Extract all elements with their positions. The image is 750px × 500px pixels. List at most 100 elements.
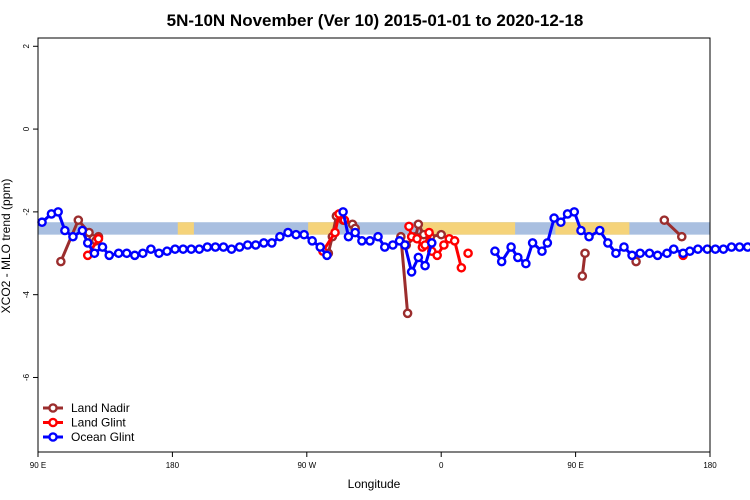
legend-land-nadir-marker: [48, 403, 58, 413]
legend-land-nadir-label: Land Nadir: [71, 401, 130, 415]
legend-ocean-glint-marker: [48, 432, 58, 442]
ocean-glint-point: [379, 242, 390, 252]
land-nadir-point: [73, 215, 84, 225]
land-nadir-point: [676, 231, 687, 242]
land-nadir-point: [577, 271, 588, 281]
x-tick-label: 180: [703, 461, 717, 470]
ocean-glint-point: [299, 229, 309, 240]
x-tick-label: 0: [439, 461, 444, 470]
legend-land-glint-label: Land Glint: [71, 416, 126, 430]
x-axis-label: Longitude: [348, 477, 401, 491]
land-band-segment: [422, 222, 516, 235]
land-nadir-point: [580, 248, 590, 259]
ocean-band: [38, 222, 710, 235]
land-glint-point: [432, 250, 442, 261]
ocean-glint-point: [250, 240, 261, 250]
legend-land-glint-marker: [48, 417, 58, 428]
ocean-glint-point: [685, 246, 695, 257]
ocean-glint-point: [594, 225, 605, 236]
ocean-glint-point: [420, 260, 430, 271]
ocean-glint-point: [68, 231, 78, 242]
land-glint-point: [463, 248, 473, 259]
ocean-glint-point: [527, 238, 538, 248]
ocean-glint-point: [129, 250, 140, 261]
ocean-glint-point: [490, 246, 500, 257]
ocean-glint-point: [652, 250, 663, 261]
ocean-glint-point: [549, 213, 559, 223]
ocean-glint-point: [556, 217, 566, 228]
land-band-segment: [177, 222, 194, 235]
ocean-glint-point: [186, 244, 197, 254]
ocean-glint-point: [635, 248, 645, 259]
legend-ocean-glint-label: Ocean Glint: [71, 430, 135, 444]
land-band-segment: [555, 222, 630, 235]
ocean-glint-point: [413, 252, 424, 263]
x-tick-label: 90 W: [297, 461, 316, 470]
ocean-glint-point: [627, 250, 637, 261]
ocean-glint-point: [710, 244, 721, 254]
ocean-glint-point: [693, 244, 703, 254]
ocean-glint-point: [662, 248, 672, 259]
ocean-glint-point: [258, 238, 269, 248]
ocean-glint-point: [162, 246, 172, 257]
land-glint-point: [412, 233, 422, 244]
y-axis: 2 0 -2 -4 -6: [22, 44, 38, 381]
land-nadir-point: [56, 256, 66, 267]
ocean-glint-point: [644, 248, 655, 259]
ocean-glint-point: [113, 248, 124, 259]
series-group: [37, 207, 750, 319]
x-tick-label: 90 E: [30, 461, 46, 470]
ocean-glint-point: [619, 242, 629, 252]
ocean-glint-point: [275, 231, 285, 242]
ocean-glint-point: [267, 238, 277, 248]
land-nadir-point: [402, 308, 413, 319]
chart-title: 5N-10N November (Ver 10) 2015-01-01 to 2…: [167, 11, 584, 30]
ocean-glint-point: [357, 236, 367, 246]
ocean-glint-point: [726, 242, 737, 252]
land-glint-point: [439, 240, 449, 250]
ocean-glint-point: [513, 252, 523, 263]
ocean-glint-point: [97, 242, 108, 252]
y-tick-label: -2: [22, 208, 31, 216]
ocean-glint-point: [338, 207, 348, 217]
ocean-glint-point: [154, 248, 164, 259]
ocean-glint-point: [542, 238, 553, 248]
ocean-glint-point: [742, 242, 750, 252]
ocean-glint-point: [611, 248, 621, 259]
land-glint-point: [449, 236, 460, 246]
ocean-glint-point: [584, 231, 594, 242]
ocean-glint-point: [350, 227, 360, 238]
land-glint-point: [404, 221, 414, 232]
ocean-glint-point: [218, 242, 229, 252]
land-glint-point: [93, 233, 104, 244]
x-axis: 90 E 180 90 W 0 90 E 180: [30, 452, 717, 470]
ocean-glint-point: [569, 207, 580, 217]
land-nadir-point: [659, 215, 670, 225]
ocean-glint-point: [53, 207, 63, 217]
ocean-glint-point: [506, 242, 516, 252]
ocean-glint-point: [234, 242, 245, 252]
ocean-glint-point: [718, 244, 729, 254]
land-nadir-point: [413, 219, 424, 230]
ocean-glint-point: [170, 244, 180, 254]
y-axis-label: XCO2 - MLO trend (ppm): [0, 179, 13, 314]
ocean-glint-point: [406, 267, 417, 277]
ocean-glint-point: [291, 229, 301, 240]
ocean-glint-line: [493, 210, 750, 266]
ocean-glint-point: [400, 240, 410, 250]
ocean-glint-point: [121, 248, 132, 259]
ocean-glint-point: [202, 242, 213, 252]
ocean-glint-point: [146, 244, 156, 254]
ocean-glint-point: [365, 236, 375, 246]
land-band-segment: [308, 222, 338, 235]
land-glint-point: [424, 227, 434, 238]
ocean-glint-point: [89, 248, 100, 259]
land-glint-point: [456, 262, 467, 273]
land-nadir-point: [436, 229, 447, 240]
ocean-glint-point: [322, 250, 332, 261]
ocean-glint-point: [307, 236, 317, 246]
y-tick-label: -6: [22, 373, 31, 381]
ocean-glint-point: [82, 238, 93, 248]
